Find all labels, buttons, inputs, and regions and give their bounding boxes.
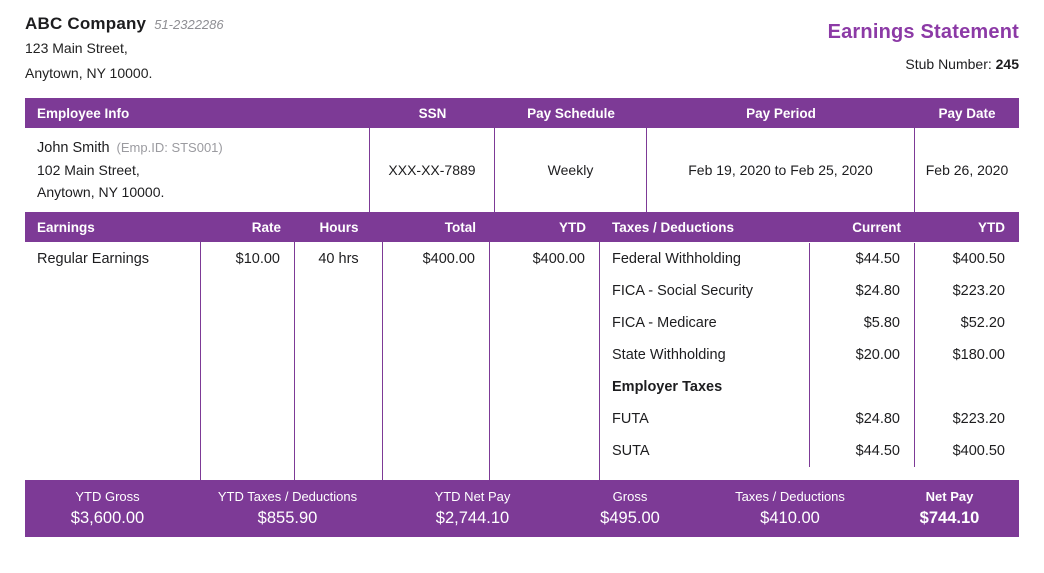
statement-title-block: Earnings Statement Stub Number: 245 <box>828 14 1019 72</box>
earnings-table-body: Regular Earnings $10.00 40 hrs $400.00 $… <box>25 242 1019 480</box>
deduction-row: FICA - Social Security $24.80 $223.20 <box>600 275 1019 307</box>
summary-label: Gross <box>612 489 648 504</box>
company-address-line1: 123 Main Street, <box>25 40 128 56</box>
summary-ytd-taxes-deductions: YTD Taxes / Deductions $855.90 <box>190 488 385 529</box>
summary-value: $410.00 <box>760 509 820 527</box>
deduction-current: $24.80 <box>810 275 915 307</box>
employee-table: Employee Info SSN Pay Schedule Pay Perio… <box>25 98 1019 212</box>
earnings-deductions-table: Earnings Rate Hours Total YTD Taxes / De… <box>25 212 1019 480</box>
deduction-row: FUTA $24.80 $223.20 <box>600 403 1019 435</box>
deduction-label: FICA - Medicare <box>600 307 810 339</box>
pay-schedule-value: Weekly <box>495 128 647 212</box>
header-rate: Rate <box>251 219 281 235</box>
company-name: ABC Company <box>25 14 147 33</box>
header-total: Total <box>444 219 476 235</box>
header-employee-info: Employee Info <box>37 105 130 121</box>
deduction-section-label: Employer Taxes <box>600 371 810 403</box>
earning-total: $400.00 <box>383 242 490 480</box>
earning-rate: $10.00 <box>201 242 295 480</box>
employee-address-line2: Anytown, NY 10000. <box>37 184 165 200</box>
deduction-current <box>810 371 915 403</box>
deduction-label: FICA - Social Security <box>600 275 810 307</box>
deduction-section-row: Employer Taxes <box>600 371 1019 403</box>
summary-label: Taxes / Deductions <box>735 489 845 504</box>
deduction-ytd <box>915 371 1019 403</box>
header-taxes-deductions: Taxes / Deductions <box>612 219 735 235</box>
summary-taxes-deductions: Taxes / Deductions $410.00 <box>700 488 880 529</box>
deduction-label: SUTA <box>600 435 810 467</box>
summary-ytd-gross: YTD Gross $3,600.00 <box>25 488 190 529</box>
employee-ssn: XXX-XX-7889 <box>370 128 495 212</box>
deduction-current: $44.50 <box>810 243 915 275</box>
deduction-ytd: $52.20 <box>960 315 1005 331</box>
deduction-current: $5.80 <box>810 307 915 339</box>
summary-bar: YTD Gross $3,600.00 YTD Taxes / Deductio… <box>25 480 1019 537</box>
earning-hours: 40 hrs <box>295 242 383 480</box>
deductions-list: Federal Withholding $44.50 $400.50 FICA … <box>600 242 1019 480</box>
header-deductions-ytd: YTD <box>978 219 1005 235</box>
summary-value: $495.00 <box>600 509 660 527</box>
employee-address-line1: 102 Main Street, <box>37 162 140 178</box>
pay-period-value: Feb 19, 2020 to Feb 25, 2020 <box>647 128 915 212</box>
summary-gross: Gross $495.00 <box>560 488 700 529</box>
page-title: Earnings Statement <box>827 21 1019 43</box>
header-earnings: Earnings <box>37 219 95 235</box>
deduction-current: $44.50 <box>810 435 915 467</box>
stub-number-label: Stub Number: <box>905 56 992 72</box>
employee-name: John Smith <box>37 140 110 156</box>
deduction-ytd: $180.00 <box>952 347 1005 363</box>
summary-net-pay: Net Pay $744.10 <box>880 488 1019 529</box>
deduction-label: State Withholding <box>600 339 810 371</box>
summary-value: $855.90 <box>257 509 318 527</box>
earning-label: Regular Earnings <box>25 242 201 480</box>
employee-table-header-row: Employee Info SSN Pay Schedule Pay Perio… <box>25 98 1019 128</box>
stub-number-line: Stub Number: 245 <box>828 56 1019 72</box>
earnings-table-header-row: Earnings Rate Hours Total YTD Taxes / De… <box>25 212 1019 242</box>
header-pay-period: Pay Period <box>746 105 816 121</box>
deduction-ytd: $223.20 <box>952 411 1005 427</box>
document-header: ABC Company 51-2322286 123 Main Street, … <box>0 0 1044 98</box>
header-current: Current <box>852 219 901 235</box>
header-pay-schedule: Pay Schedule <box>527 105 615 121</box>
header-ssn: SSN <box>418 105 447 121</box>
deduction-row: FICA - Medicare $5.80 $52.20 <box>600 307 1019 339</box>
summary-label: YTD Net Pay <box>434 489 511 504</box>
deduction-ytd: $400.50 <box>952 251 1005 267</box>
deduction-label: Federal Withholding <box>600 243 810 275</box>
summary-value: $2,744.10 <box>435 509 510 527</box>
deduction-label: FUTA <box>600 403 810 435</box>
company-name-line: ABC Company 51-2322286 <box>25 14 224 34</box>
earning-ytd: $400.00 <box>490 242 600 480</box>
deduction-current: $24.80 <box>810 403 915 435</box>
deduction-ytd: $223.20 <box>952 283 1005 299</box>
employee-id: (Emp.ID: STS001) <box>116 140 223 155</box>
summary-value: $3,600.00 <box>70 509 145 527</box>
summary-label: YTD Taxes / Deductions <box>217 489 358 504</box>
company-ein: 51-2322286 <box>154 17 224 32</box>
summary-label: YTD Gross <box>75 489 140 504</box>
deduction-row: SUTA $44.50 $400.50 <box>600 435 1019 467</box>
header-hours: Hours <box>319 219 359 235</box>
stub-number-value: 245 <box>995 56 1019 72</box>
employee-details-cell: John Smith (Emp.ID: STS001) 102 Main Str… <box>25 128 370 212</box>
pay-date-value: Feb 26, 2020 <box>925 162 1009 178</box>
header-pay-date: Pay Date <box>938 105 996 121</box>
deduction-current: $20.00 <box>810 339 915 371</box>
company-info: ABC Company 51-2322286 123 Main Street, … <box>25 14 224 84</box>
header-earnings-ytd: YTD <box>559 219 586 235</box>
summary-ytd-net-pay: YTD Net Pay $2,744.10 <box>385 488 560 529</box>
deduction-row: Federal Withholding $44.50 $400.50 <box>600 243 1019 275</box>
deduction-row: State Withholding $20.00 $180.00 <box>600 339 1019 371</box>
company-address-line2: Anytown, NY 10000. <box>25 65 153 81</box>
employee-table-body-row: John Smith (Emp.ID: STS001) 102 Main Str… <box>25 128 1019 212</box>
summary-value: $744.10 <box>919 509 980 527</box>
deduction-ytd: $400.50 <box>952 443 1005 459</box>
summary-label: Net Pay <box>925 489 974 504</box>
